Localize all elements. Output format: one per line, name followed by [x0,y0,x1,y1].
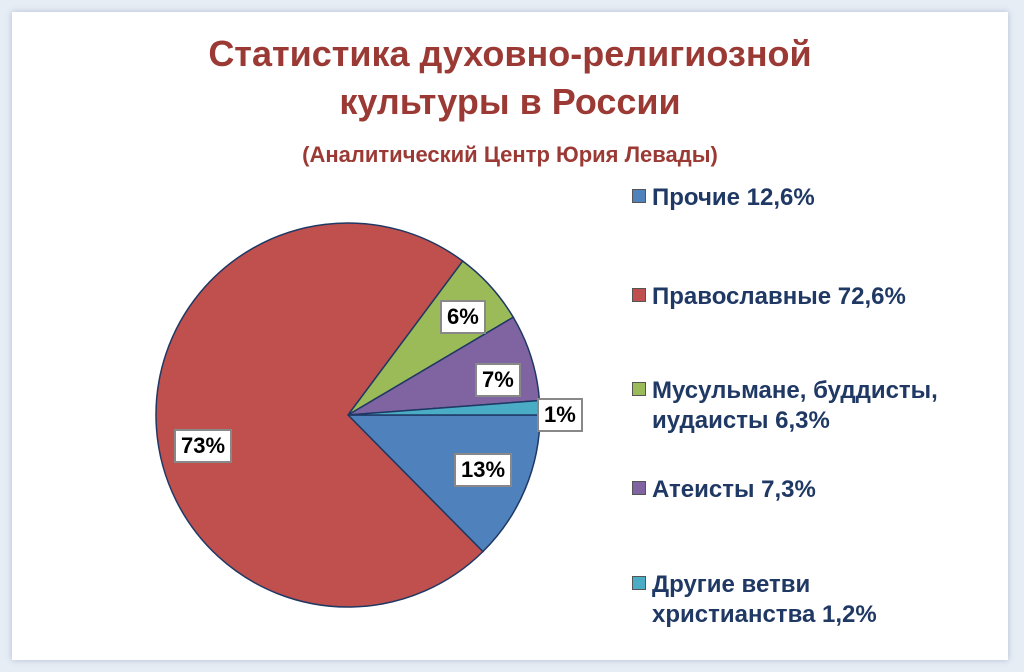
legend-swatch [632,481,646,495]
data-label-other-christian: 1% [537,398,583,432]
legend-swatch [632,288,646,302]
title-line-2: культуры в России [339,81,681,122]
legend-label: Православные 72,6% [652,283,906,310]
legend-label-line-1: Мусульмане, буддисты, [652,377,938,404]
legend-label: Мусульмане, буддисты, иудаисты 6,3% [652,376,938,436]
legend-label: Атеисты 7,3% [652,476,816,503]
chart-title: Статистика духовно-религиозной культуры … [0,30,1020,126]
legend-label-line-1: Другие ветви [652,571,811,598]
data-label-muslim-buddhist-jewish: 6% [440,300,486,334]
legend-label-line-2: иудаисты 6,3% [652,407,830,434]
title-line-1: Статистика духовно-религиозной [208,33,812,74]
legend-swatch [632,576,646,590]
pie-slices [155,222,541,608]
legend-label: Прочие 12,6% [652,184,815,211]
legend-swatch [632,382,646,396]
data-label-atheist: 7% [475,363,521,397]
data-label-orthodox: 73% [174,429,233,463]
legend-label: Другие ветви христианства 1,2% [652,570,877,630]
legend-label-line-2: христианства 1,2% [652,601,877,628]
legend-swatch [632,189,646,203]
data-label-other: 13% [454,453,513,487]
pie-slice-orthodox [155,222,484,608]
chart-subtitle: (Аналитический Центр Юрия Левады) [302,142,718,167]
